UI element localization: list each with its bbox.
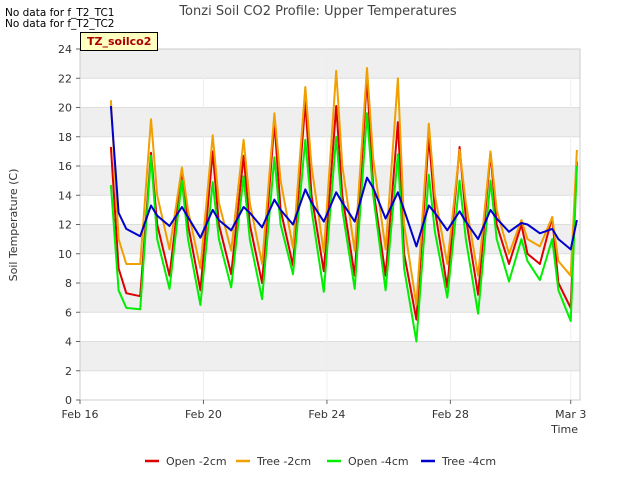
legend: Open -2cm Tree -2cm Open -4cm Tree -4cm <box>145 455 496 468</box>
series-line-open-2cm <box>109 75 578 321</box>
y-tick-label: 14 <box>58 189 72 202</box>
y-tick-label: 22 <box>58 72 72 85</box>
no-data-message-1: No data for f_T2_TC1 <box>5 7 115 19</box>
legend-label: Tree -4cm <box>441 455 496 468</box>
y-tick-label: 8 <box>65 277 72 290</box>
y-tick-label: 16 <box>58 160 72 173</box>
grid-band <box>80 283 580 313</box>
y-tick-label: 18 <box>58 131 72 144</box>
x-tick-label: Feb 28 <box>432 408 469 421</box>
x-tick-label: Feb 20 <box>185 408 222 421</box>
series-line-tree-4cm <box>109 105 578 251</box>
legend-label: Open -2cm <box>166 455 227 468</box>
x-tick-label: Feb 16 <box>62 408 99 421</box>
site-tag: TZ_soilco2 <box>80 32 159 51</box>
y-tick-label: 0 <box>65 394 72 407</box>
legend-label: Tree -2cm <box>256 455 311 468</box>
legend-label: Open -4cm <box>348 455 409 468</box>
x-tick-label: Mar 3 <box>555 408 586 421</box>
y-tick-label: 20 <box>58 102 72 115</box>
grid-band <box>80 107 580 137</box>
y-tick-label: 4 <box>65 336 72 349</box>
grid-band <box>80 341 580 371</box>
series-line-tree-2cm <box>109 67 578 306</box>
y-tick-label: 24 <box>58 43 72 56</box>
grid-band <box>80 49 580 79</box>
y-axis-label: Soil Temperature (C) <box>7 169 20 282</box>
y-tick-label: 2 <box>65 365 72 378</box>
x-axis-label: Time <box>550 423 578 436</box>
y-tick-label: 12 <box>58 219 72 232</box>
chart-title: Tonzi Soil CO2 Profile: Upper Temperatur… <box>178 4 457 19</box>
y-tick-label: 6 <box>65 306 72 319</box>
series-line-open-4cm <box>109 112 578 343</box>
x-tick-label: Feb 24 <box>308 408 345 421</box>
y-tick-label: 10 <box>58 248 72 261</box>
no-data-message-2: No data for f_T2_TC2 <box>5 18 115 30</box>
